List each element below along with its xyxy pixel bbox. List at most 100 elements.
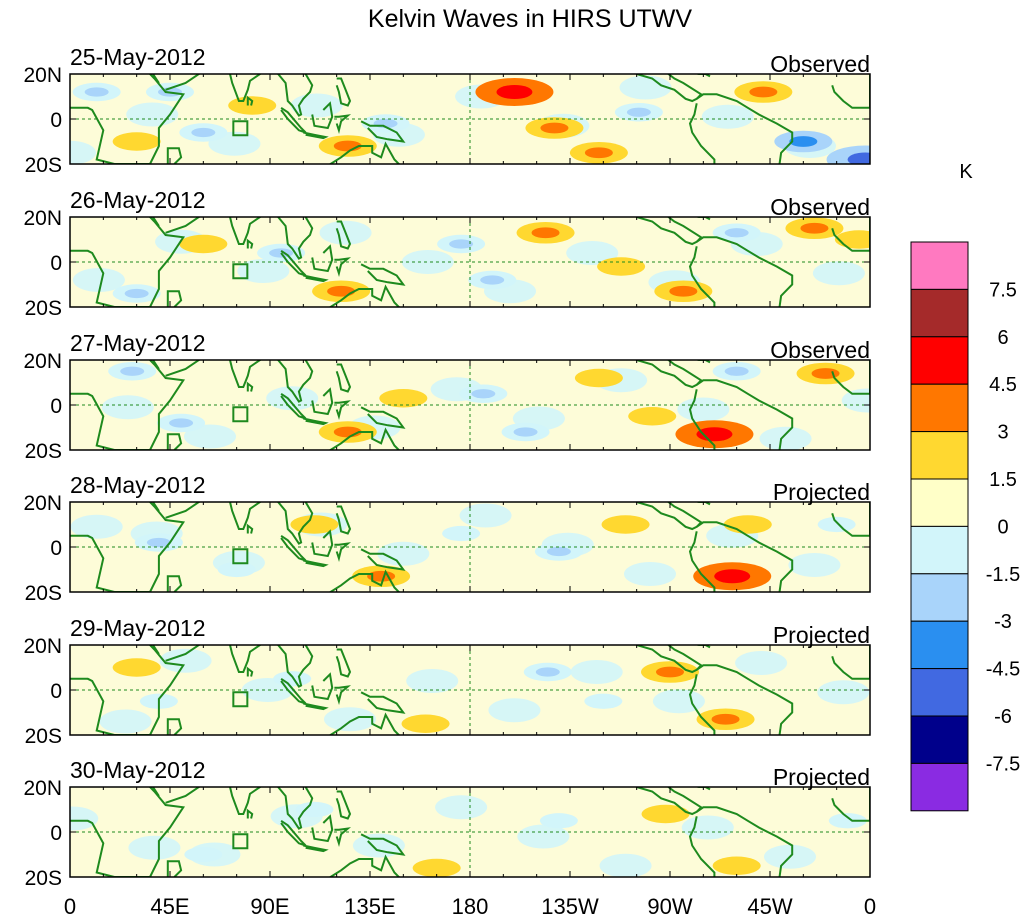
coastline: [311, 101, 334, 130]
colorbar-box: [910, 668, 969, 717]
panel-date: 26-May-2012: [70, 187, 206, 213]
anomaly-blob: [459, 503, 512, 528]
anomaly-blob: [628, 407, 677, 426]
anomaly-blob: [159, 648, 212, 673]
anomaly-core: [191, 127, 216, 138]
coastline: [311, 387, 334, 416]
coastline: [688, 93, 794, 164]
coastline: [328, 427, 401, 450]
colorbar-box: [910, 525, 969, 575]
anomaly-core: [714, 569, 751, 584]
anomaly-blob: [435, 795, 488, 820]
anomaly-core: [724, 228, 749, 238]
colorbar-label: 3: [997, 422, 1008, 444]
longitude-label: 90E: [250, 894, 289, 919]
anomaly-core: [789, 136, 818, 147]
coastline: [166, 290, 183, 307]
coastline: [328, 569, 401, 592]
latitude-label: 0: [50, 395, 62, 418]
colorbar-box: [910, 383, 969, 433]
panel-status: Observed: [770, 194, 870, 220]
anomaly-core: [724, 366, 749, 376]
panel-date: 29-May-2012: [70, 615, 206, 641]
coastline: [227, 74, 262, 102]
anomaly-blob: [641, 804, 690, 824]
colorbar: 7.5 6 4.5 3 1.5 0 -1.5 -3 -4.5 -6 -7.5: [910, 241, 1020, 812]
anomaly-blob: [677, 397, 730, 422]
anomaly-blob: [228, 96, 277, 115]
anomaly-core: [327, 285, 356, 297]
coastline: [335, 363, 352, 393]
coastlines: [70, 74, 870, 164]
anomaly-blob: [99, 709, 152, 734]
anomaly-blob: [828, 813, 867, 829]
latitude-label: 20S: [25, 440, 62, 463]
anomaly-core: [169, 418, 194, 428]
panel-status: Observed: [770, 337, 870, 363]
coastline: [227, 360, 262, 388]
coastline: [276, 217, 314, 260]
coastline: [227, 502, 262, 530]
colorbar-box: [910, 620, 969, 670]
anomaly-blob: [723, 515, 772, 534]
coastline: [831, 360, 870, 395]
coastlines: [70, 217, 870, 307]
anomaly-blob: [72, 268, 125, 292]
anomaly-core: [513, 427, 538, 437]
coastline: [694, 360, 711, 364]
anomaly-core: [749, 86, 778, 98]
coastline: [335, 77, 352, 107]
latitude-label: 0: [50, 109, 62, 132]
anomaly-core: [669, 285, 698, 297]
coastline: [151, 787, 200, 804]
coastline: [334, 685, 352, 705]
coastline: [635, 360, 703, 389]
colorbar-box: [910, 241, 969, 290]
coastline: [303, 417, 329, 426]
coastline: [688, 379, 794, 450]
coastline: [311, 814, 334, 843]
longitude-label: 45W: [747, 894, 792, 919]
anomaly-blob: [817, 680, 870, 705]
colorbar-box: [910, 715, 969, 764]
coastline: [334, 257, 352, 277]
anomaly-blob: [266, 386, 319, 411]
coastline: [246, 808, 254, 819]
panel-status: Projected: [773, 479, 870, 505]
box-marker: [232, 406, 249, 423]
anomaly-blob: [624, 562, 676, 586]
map-panel: 20N 0 20S 30-May-2012 Projected: [23, 757, 871, 890]
coastline: [311, 244, 334, 273]
colorbar-box: [910, 762, 969, 812]
coastline: [831, 645, 870, 680]
coastline: [360, 120, 406, 143]
colorbar-label: -6: [994, 706, 1012, 728]
anomaly-core: [800, 222, 829, 234]
coastline: [688, 806, 794, 877]
coastline: [688, 521, 794, 592]
colorbar-box: [910, 288, 969, 338]
anomaly-core: [535, 667, 560, 677]
coastline: [688, 236, 794, 307]
anomaly-blob: [290, 515, 339, 534]
coastline: [276, 360, 314, 403]
coastline: [335, 505, 352, 535]
latitude-label: 20N: [23, 635, 62, 658]
coastline: [635, 502, 703, 531]
coastline: [360, 833, 406, 856]
colorbar-box: [910, 573, 969, 622]
anomaly-blob: [584, 693, 623, 709]
coastline: [303, 844, 329, 853]
coastlines: [70, 502, 870, 592]
coastline: [688, 664, 794, 735]
coastline: [694, 217, 711, 221]
coastline: [166, 433, 183, 450]
coastline: [335, 790, 352, 820]
anomaly-blob: [442, 525, 481, 542]
coastline: [360, 263, 406, 286]
latitude-label: 20S: [25, 582, 62, 605]
coastline: [635, 74, 703, 103]
box-marker: [232, 263, 249, 280]
anomaly-blob: [352, 833, 405, 858]
coastline: [635, 645, 703, 674]
